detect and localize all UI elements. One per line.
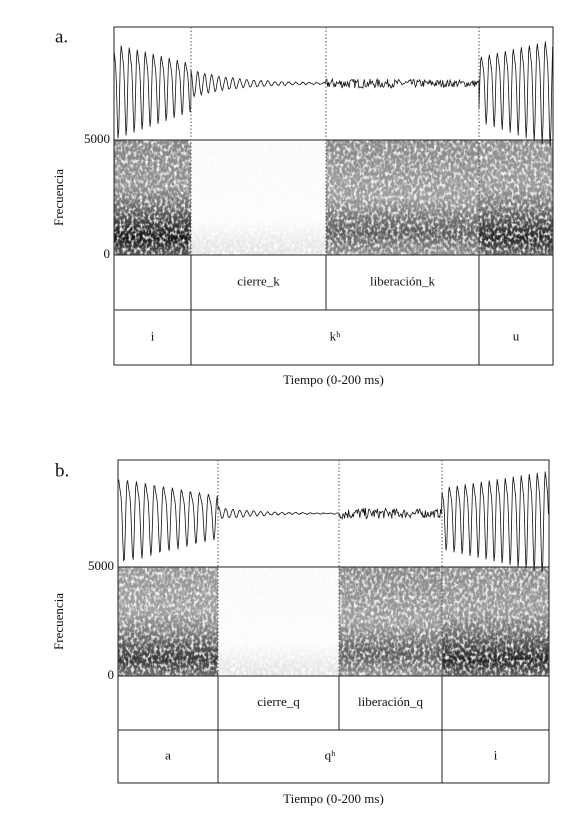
spectrogram-texture [118,567,549,676]
x-axis-label: Tiempo (0-200 ms) [283,372,384,387]
tier2-label: qʰ [325,747,336,762]
tier2-label: i [151,328,155,343]
tier2-label: i [494,747,498,762]
y-top-label: 5000 [88,558,114,573]
tier1-label: liberación_q [358,694,423,709]
tier2-label: a [165,747,171,762]
tier2-label: kʰ [330,328,341,343]
panel-label: b. [55,460,69,481]
y-axis-label: Frecuencia [51,169,66,226]
frame [117,459,550,784]
tier1-label: cierre_k [237,273,280,288]
y-axis-label: Frecuencia [51,593,66,650]
waveform [117,471,549,573]
frame [113,26,554,366]
tier1-label: liberación_k [370,273,435,288]
waveform [113,41,553,147]
y-bottom-label: 0 [104,246,111,261]
panel-label: a. [55,26,68,47]
x-axis-label: Tiempo (0-200 ms) [283,791,384,806]
tier2-label: u [513,328,520,343]
y-top-label: 5000 [84,131,110,146]
tier1-label: cierre_q [257,694,300,709]
y-bottom-label: 0 [108,667,115,682]
spectrogram-texture [114,140,553,255]
